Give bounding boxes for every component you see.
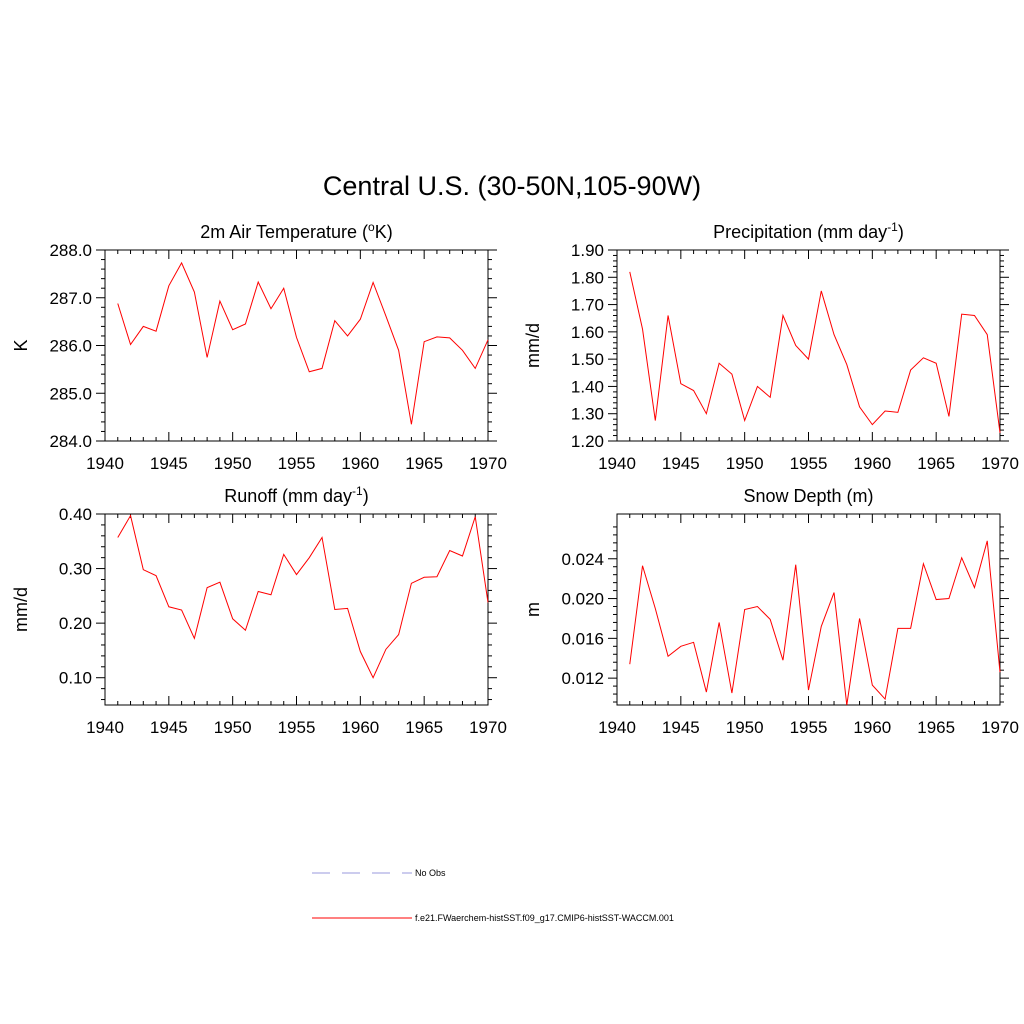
x-tick-label: 1950 bbox=[726, 454, 764, 473]
x-tick-label: 1940 bbox=[598, 454, 636, 473]
plot-frame bbox=[104, 249, 489, 442]
y-axis-label: mm/d bbox=[11, 587, 31, 632]
y-tick-label: 285.0 bbox=[49, 384, 92, 403]
y-tick-label: 0.20 bbox=[59, 614, 92, 633]
x-tick-label: 1955 bbox=[278, 718, 316, 737]
y-tick-label: 0.024 bbox=[561, 550, 604, 569]
y-tick-label: 1.40 bbox=[571, 377, 604, 396]
panel-title-suffix: ) bbox=[363, 486, 369, 506]
x-tick-label: 1960 bbox=[341, 454, 379, 473]
y-tick-label: 0.012 bbox=[561, 669, 604, 688]
x-tick-label: 1950 bbox=[214, 454, 252, 473]
legend-item: f.e21.FWaerchem-histSST.f09_g17.CMIP6-hi… bbox=[312, 913, 674, 923]
x-tick-label: 1960 bbox=[853, 718, 891, 737]
x-tick-label: 1940 bbox=[86, 718, 124, 737]
y-tick-label: 0.30 bbox=[59, 560, 92, 579]
panel-title-main: Snow Depth (m) bbox=[743, 486, 873, 506]
panel-title: Runoff (mm day-1) bbox=[224, 484, 368, 506]
x-tick-label: 1960 bbox=[341, 718, 379, 737]
panel-snow-depth: 1940 1945 1950 1955 1960 1965 1970 0.012 0.016 0.… bbox=[523, 486, 1019, 737]
panel-title-suffix: K) bbox=[375, 222, 393, 242]
panel-title-main: 2m Air Temperature ( bbox=[200, 222, 368, 242]
x-tick-label: 1970 bbox=[469, 454, 507, 473]
y-tick-label: 287.0 bbox=[49, 289, 92, 308]
panel-title: 2m Air Temperature (oK) bbox=[200, 220, 392, 242]
legend-label: f.e21.FWaerchem-histSST.f09_g17.CMIP6-hi… bbox=[415, 913, 674, 923]
x-tick-label: 1950 bbox=[726, 718, 764, 737]
panel-title: Precipitation (mm day-1) bbox=[713, 220, 904, 242]
chart-panels: 1940 1945 1950 1955 1960 1965 1970 284.0 285.0 28… bbox=[11, 220, 1019, 737]
panel-title-main: Runoff (mm day bbox=[224, 486, 352, 506]
panel-runoff: 1940 1945 1950 1955 1960 1965 1970 0.10 0.20 0.30… bbox=[11, 484, 507, 737]
series-line-runoff bbox=[117, 514, 489, 679]
y-tick-label: 286.0 bbox=[49, 337, 92, 356]
panel-precipitation: 1940 1945 1950 1955 1960 1965 1970 1.20 1.30 1.40… bbox=[523, 220, 1019, 473]
panel-title: Snow Depth (m) bbox=[743, 486, 873, 506]
plot-frame bbox=[616, 249, 1001, 442]
y-tick-label: 0.020 bbox=[561, 590, 604, 609]
x-tick-label: 1965 bbox=[917, 454, 955, 473]
x-tick-label: 1955 bbox=[790, 454, 828, 473]
y-tick-label: 1.20 bbox=[571, 432, 604, 451]
y-axis-label: K bbox=[11, 339, 31, 351]
x-tick-label: 1950 bbox=[214, 718, 252, 737]
x-tick-label: 1945 bbox=[662, 718, 700, 737]
plot-frame bbox=[104, 513, 489, 706]
x-tick-label: 1945 bbox=[150, 718, 188, 737]
x-tick-label: 1970 bbox=[981, 718, 1019, 737]
panel-title-superscript: -1 bbox=[887, 220, 898, 234]
x-tick-label: 1945 bbox=[662, 454, 700, 473]
series-line-temperature bbox=[117, 261, 489, 425]
x-tick-label: 1965 bbox=[405, 454, 443, 473]
y-axis-label: m bbox=[523, 602, 543, 617]
legend-label: No Obs bbox=[415, 868, 446, 878]
y-tick-label: 1.70 bbox=[571, 296, 604, 315]
panel-title-main: Precipitation (mm day bbox=[713, 222, 887, 242]
legend-item: No Obs bbox=[312, 868, 446, 878]
x-tick-label: 1940 bbox=[86, 454, 124, 473]
series-line-snow-depth bbox=[629, 540, 1001, 706]
x-tick-label: 1945 bbox=[150, 454, 188, 473]
y-tick-label: 0.016 bbox=[561, 629, 604, 648]
panel-title-superscript: o bbox=[368, 220, 375, 234]
x-tick-label: 1940 bbox=[598, 718, 636, 737]
y-tick-label: 0.40 bbox=[59, 505, 92, 524]
y-tick-label: 0.10 bbox=[59, 669, 92, 688]
x-tick-label: 1960 bbox=[853, 454, 891, 473]
panel-title-suffix: ) bbox=[898, 222, 904, 242]
y-tick-label: 284.0 bbox=[49, 432, 92, 451]
y-axis-label: mm/d bbox=[523, 323, 543, 368]
y-tick-label: 1.50 bbox=[571, 350, 604, 369]
x-tick-label: 1955 bbox=[278, 454, 316, 473]
figure-title: Central U.S. (30-50N,105-90W) bbox=[323, 171, 701, 201]
x-tick-label: 1970 bbox=[981, 454, 1019, 473]
y-tick-label: 288.0 bbox=[49, 241, 92, 260]
panel-temperature: 1940 1945 1950 1955 1960 1965 1970 284.0 285.0 28… bbox=[11, 220, 507, 473]
y-tick-label: 1.60 bbox=[571, 323, 604, 342]
x-tick-label: 1965 bbox=[405, 718, 443, 737]
x-tick-label: 1970 bbox=[469, 718, 507, 737]
panel-title-superscript: -1 bbox=[352, 484, 363, 498]
y-tick-label: 1.80 bbox=[571, 268, 604, 287]
y-tick-label: 1.90 bbox=[571, 241, 604, 260]
x-tick-label: 1955 bbox=[790, 718, 828, 737]
plot-frame bbox=[616, 513, 1001, 706]
legend: No Obs f.e21.FWaerchem-histSST.f09_g17.CM… bbox=[312, 868, 674, 923]
series-line-precipitation bbox=[629, 271, 1001, 433]
y-tick-label: 1.30 bbox=[571, 405, 604, 424]
x-tick-label: 1965 bbox=[917, 718, 955, 737]
